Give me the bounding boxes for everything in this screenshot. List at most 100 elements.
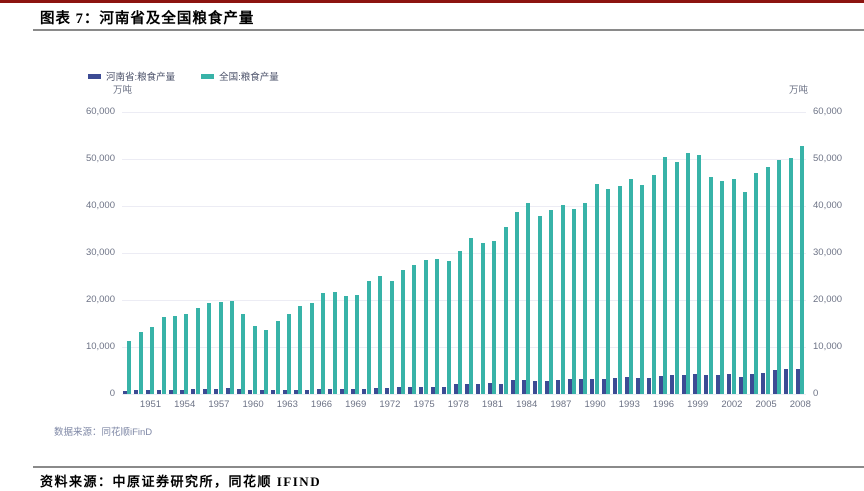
- bar-henan-1958: [225, 388, 230, 394]
- bar-henan-1949: [123, 390, 128, 394]
- bar-henan-1998: [681, 375, 686, 394]
- bar-national-1979: [469, 237, 474, 394]
- right-axis-unit-label: 万吨: [789, 85, 809, 96]
- bar-national-1995: [651, 174, 656, 394]
- bar-national-2007: [788, 158, 793, 394]
- bar-national-1997: [674, 161, 679, 394]
- y-tick-left-40000: 40,000: [85, 200, 115, 211]
- x-tick-1984: 1984: [516, 399, 538, 410]
- bar-henan-1957: [214, 388, 219, 394]
- x-tick-1993: 1993: [618, 399, 640, 410]
- bar-henan-1980: [476, 383, 481, 394]
- x-tick-1957: 1957: [208, 399, 230, 410]
- bar-henan-1990: [590, 378, 595, 394]
- y-tick-left-60000: 60,000: [85, 106, 115, 117]
- bar-henan-1953: [168, 390, 173, 394]
- bar-national-2003: [742, 191, 747, 394]
- y-tick-left-50000: 50,000: [85, 153, 115, 164]
- x-tick-1996: 1996: [652, 399, 675, 410]
- bar-national-2000: [708, 176, 713, 394]
- page-footer: 资料来源：中原证券研究所，同花顺 IFIND: [40, 474, 322, 489]
- x-tick-1969: 1969: [345, 399, 367, 410]
- bar-national-1964: [298, 305, 303, 394]
- y-tick-right-20000: 20,000: [813, 294, 843, 305]
- bar-henan-1999: [693, 374, 698, 394]
- bar-henan-2002: [727, 374, 732, 394]
- bar-henan-1959: [237, 389, 242, 394]
- bar-henan-2008: [795, 368, 800, 394]
- legend-label-henan: 河南省:粮食产量: [106, 72, 176, 83]
- bar-national-2005: [765, 166, 770, 394]
- x-tick-1987: 1987: [550, 399, 572, 410]
- x-tick-1978: 1978: [447, 399, 469, 410]
- gridline-40000: [122, 206, 806, 207]
- bar-henan-1961: [259, 389, 264, 394]
- figure-title: 图表 7：河南省及全国粮食产量: [40, 11, 255, 27]
- bar-henan-1966: [316, 389, 321, 394]
- bar-henan-1962: [271, 390, 276, 394]
- bar-henan-1986: [544, 380, 549, 394]
- bar-national-1973: [400, 269, 405, 394]
- legend-item-henan: 河南省:粮食产量: [88, 69, 175, 83]
- bar-henan-1972: [385, 388, 390, 394]
- legend-swatch-henan-icon: [88, 73, 101, 79]
- bar-henan-1978: [453, 384, 458, 394]
- bar-henan-2006: [772, 370, 777, 394]
- bar-national-1953: [172, 315, 177, 394]
- legend-item-national: 全国:粮食产量: [201, 69, 279, 83]
- bar-henan-2003: [738, 377, 743, 394]
- bar-henan-2004: [750, 374, 755, 394]
- bar-henan-1997: [670, 374, 675, 394]
- bar-henan-2007: [784, 369, 789, 394]
- x-tick-1999: 1999: [687, 399, 709, 410]
- bar-national-1983: [514, 212, 519, 394]
- bar-national-1969: [355, 294, 360, 394]
- gridline-30000: [122, 253, 806, 254]
- y-tick-left-0: 0: [109, 388, 115, 399]
- gridline-20000: [122, 300, 806, 301]
- bar-national-1958: [229, 301, 234, 394]
- bar-national-1960: [252, 326, 257, 394]
- bar-henan-1975: [419, 386, 424, 394]
- bar-henan-1963: [282, 390, 287, 394]
- bar-henan-1964: [294, 389, 299, 394]
- bar-henan-1985: [533, 381, 538, 394]
- bar-henan-1960: [248, 389, 253, 394]
- y-tick-left-20000: 20,000: [85, 294, 115, 305]
- bar-henan-1969: [351, 389, 356, 394]
- bar-henan-1954: [180, 389, 185, 394]
- bar-national-1980: [480, 243, 485, 394]
- footer-divider: [33, 466, 864, 468]
- bar-national-1963: [286, 314, 291, 394]
- bar-national-1996: [663, 156, 668, 394]
- bar-national-1959: [241, 314, 246, 394]
- bar-henan-1968: [339, 389, 344, 394]
- bar-henan-1956: [202, 389, 207, 394]
- bar-henan-1981: [487, 383, 492, 394]
- bar-henan-1987: [556, 379, 561, 394]
- x-tick-1972: 1972: [379, 399, 401, 410]
- bar-national-2006: [777, 159, 782, 394]
- bar-henan-1994: [636, 378, 641, 394]
- bar-henan-1993: [624, 376, 629, 394]
- bar-henan-1950: [134, 390, 139, 394]
- bar-national-1956: [207, 303, 212, 394]
- y-tick-left-10000: 10,000: [85, 341, 115, 352]
- bar-national-1986: [549, 210, 554, 394]
- bar-national-1988: [571, 208, 576, 394]
- y-tick-right-0: 0: [813, 388, 819, 399]
- bar-national-2008: [799, 145, 804, 394]
- bar-national-1991: [606, 189, 611, 394]
- bar-henan-1967: [328, 389, 333, 394]
- x-tick-1963: 1963: [276, 399, 298, 410]
- bar-national-1962: [275, 321, 280, 394]
- x-tick-2008: 2008: [789, 399, 811, 410]
- bar-national-2004: [754, 173, 759, 394]
- bar-henan-1974: [408, 387, 413, 394]
- left-axis-unit-label: 万吨: [113, 85, 133, 96]
- bar-national-1966: [321, 293, 326, 394]
- y-tick-right-10000: 10,000: [813, 341, 843, 352]
- bar-henan-1971: [373, 388, 378, 394]
- bar-national-1952: [161, 317, 166, 394]
